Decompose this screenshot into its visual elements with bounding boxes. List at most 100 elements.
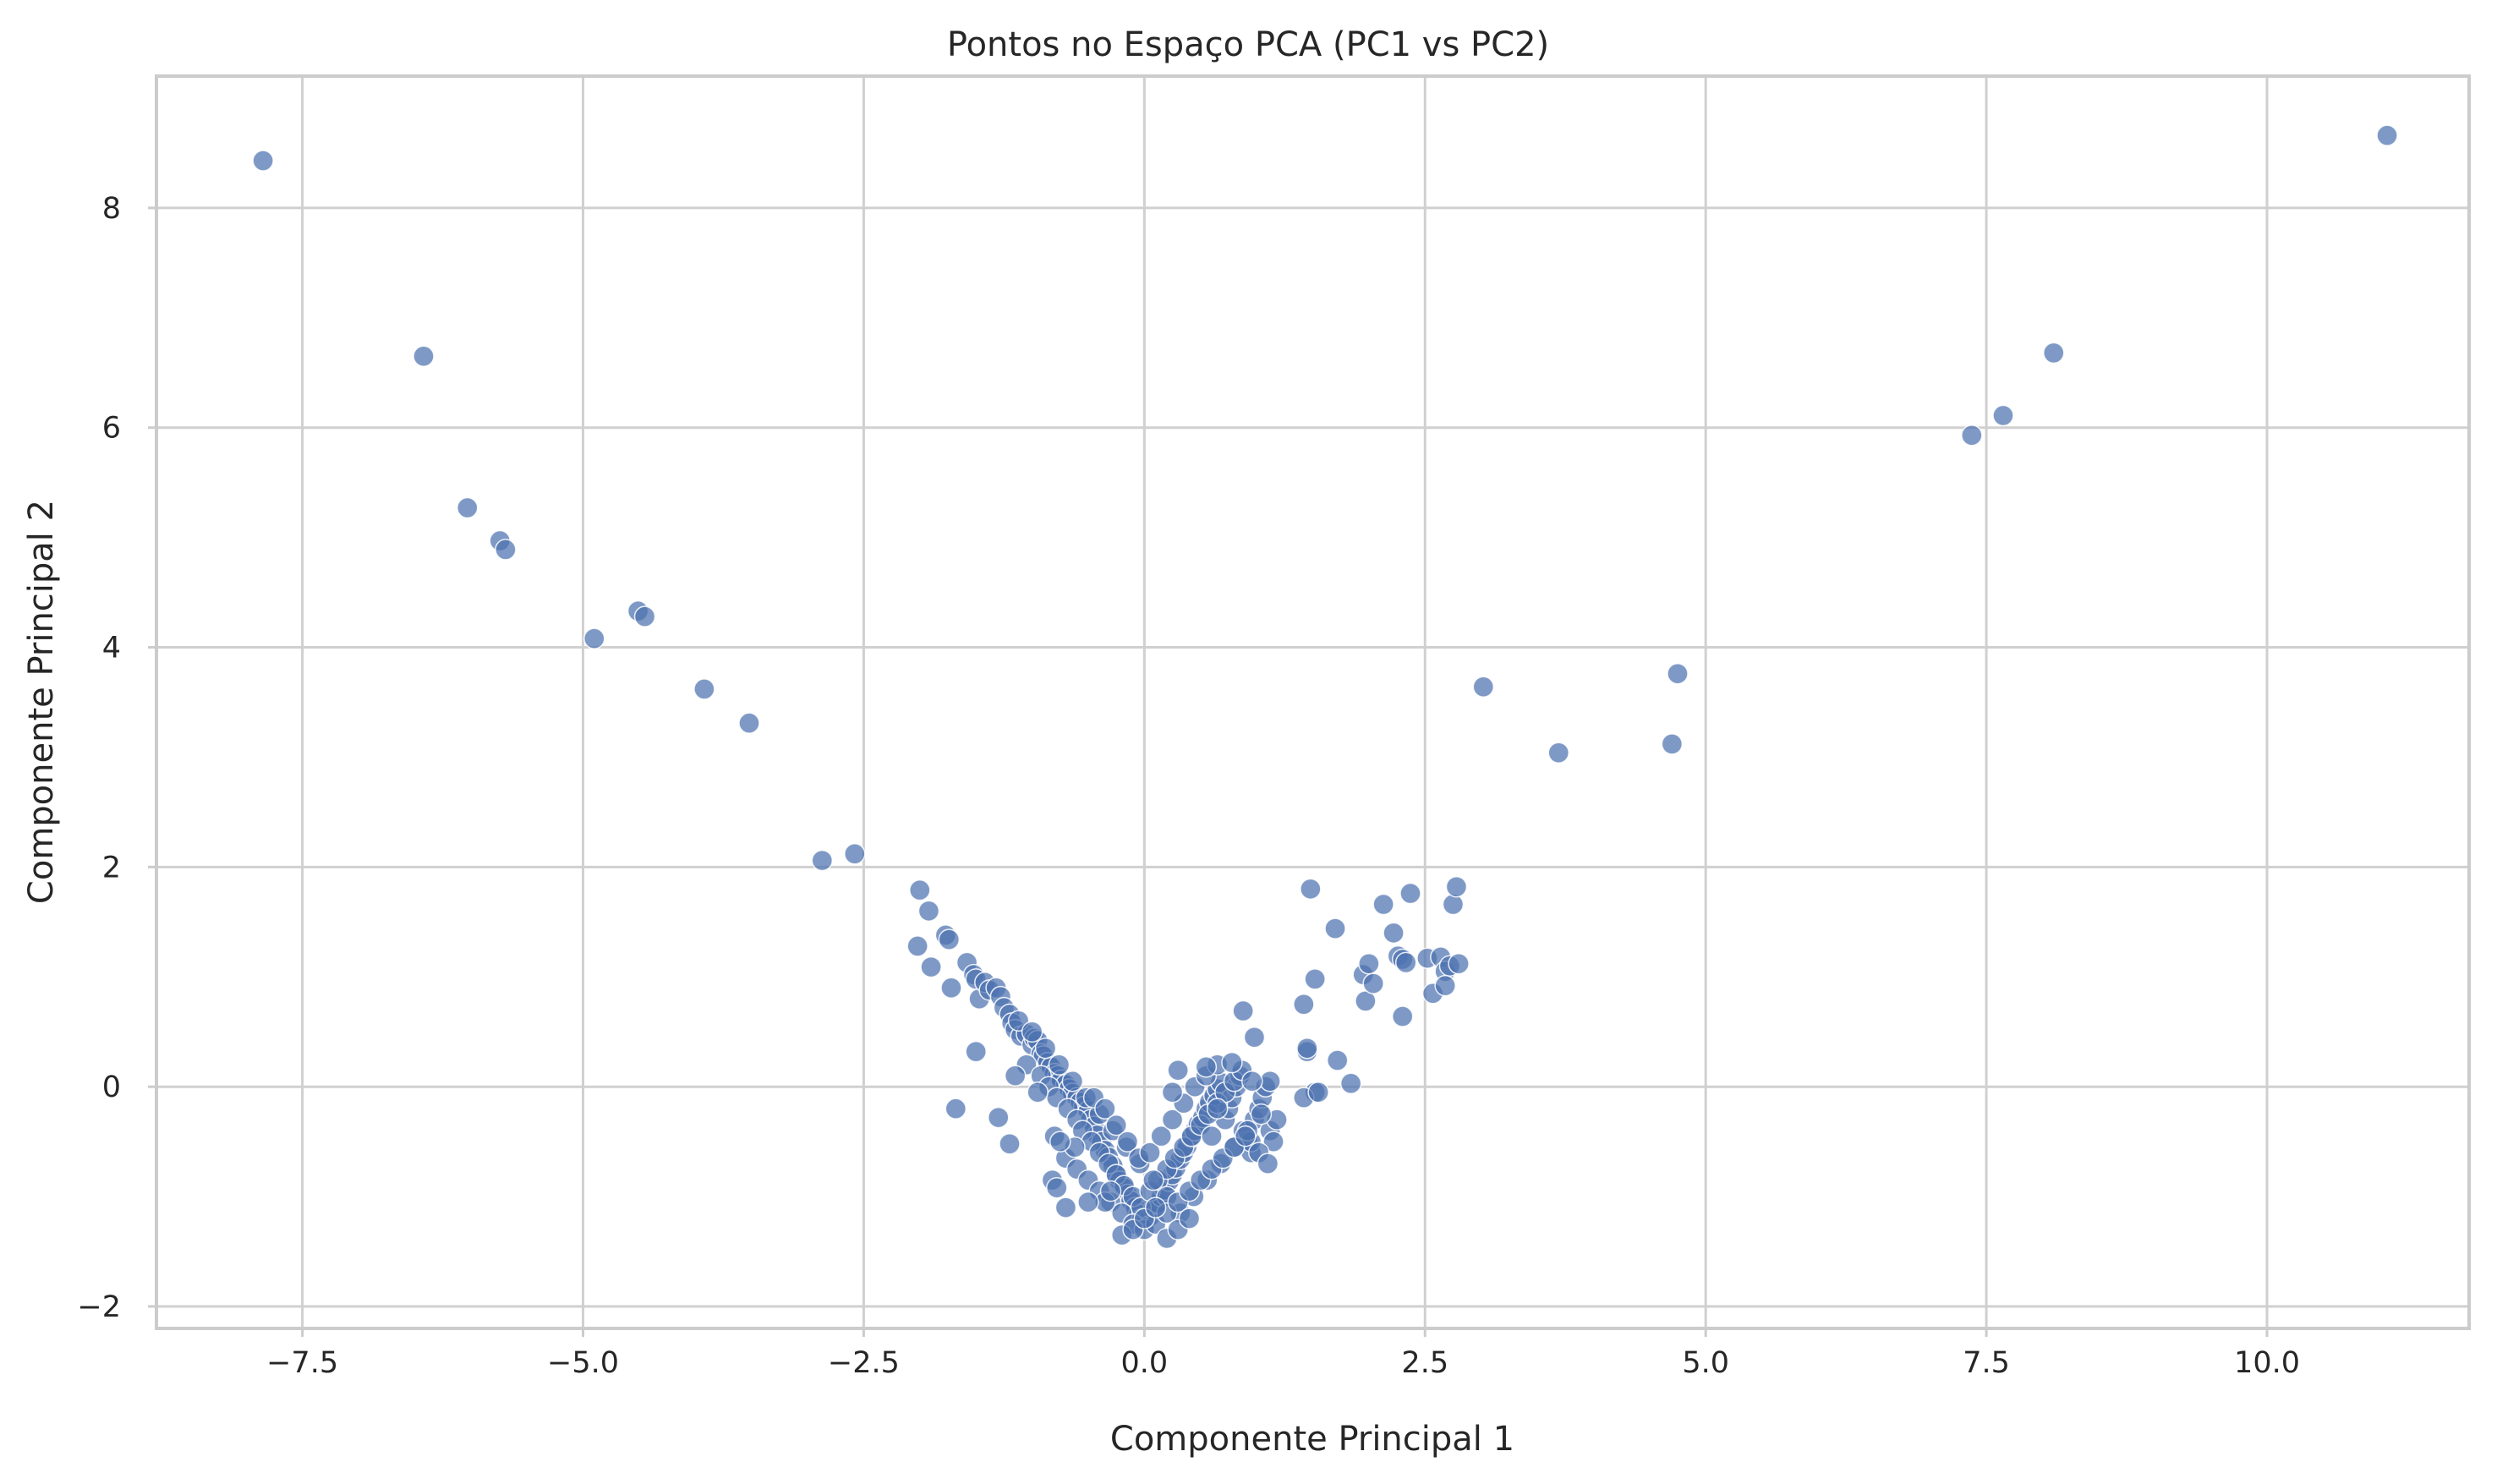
data-point: [1250, 1103, 1273, 1125]
data-point: [1339, 1072, 1362, 1095]
data-point: [920, 956, 942, 978]
chart-title: Pontos no Espaço PCA (PC1 vs PC2): [947, 25, 1549, 64]
data-point: [1142, 1169, 1164, 1191]
data-point: [1472, 676, 1495, 698]
data-point: [1241, 1070, 1263, 1092]
scatter-points: [252, 124, 2398, 1250]
data-point: [583, 627, 605, 649]
data-point: [1094, 1098, 1116, 1120]
data-point: [1448, 952, 1470, 975]
data-point: [1262, 1131, 1284, 1153]
x-tick-label: −7.5: [266, 1346, 338, 1380]
data-point: [1061, 1070, 1084, 1092]
data-point: [1116, 1131, 1139, 1153]
data-point: [945, 1098, 967, 1120]
data-point: [1004, 1065, 1027, 1087]
data-point: [1442, 893, 1465, 916]
y-tick-label: −2: [77, 1290, 121, 1324]
data-point: [1046, 1176, 1068, 1199]
x-tick-label: 10.0: [2234, 1346, 2300, 1380]
data-point: [1150, 1125, 1173, 1147]
data-point: [1054, 1197, 1077, 1218]
data-point: [1201, 1125, 1223, 1147]
data-point: [1391, 1005, 1414, 1027]
data-point: [1034, 1037, 1057, 1060]
data-point: [1358, 952, 1380, 975]
x-tick-label: 5.0: [1682, 1346, 1729, 1380]
data-point: [940, 977, 962, 999]
data-point: [1232, 999, 1254, 1022]
data-point: [495, 539, 517, 561]
data-point: [938, 928, 961, 950]
data-point: [1195, 1056, 1218, 1078]
x-tick-label: 7.5: [1963, 1346, 2010, 1380]
data-point: [1243, 1026, 1266, 1049]
data-point: [2376, 124, 2398, 146]
data-point: [738, 712, 760, 734]
data-point: [1077, 1191, 1099, 1213]
data-point: [1105, 1114, 1127, 1136]
data-point: [1161, 1081, 1184, 1103]
data-point: [1178, 1207, 1201, 1229]
data-point: [1167, 1059, 1189, 1082]
data-point: [1206, 1098, 1229, 1120]
data-point: [1961, 424, 1983, 446]
data-point: [906, 935, 928, 957]
data-point: [1372, 893, 1394, 916]
data-point: [1293, 994, 1315, 1016]
y-tick-label: 2: [102, 851, 121, 884]
x-tick-label: 0.0: [1121, 1346, 1169, 1380]
data-point: [1161, 1109, 1184, 1131]
data-point: [999, 1132, 1021, 1155]
data-point: [1399, 882, 1421, 905]
data-point: [1099, 1180, 1122, 1202]
axis-ticks: −7.5 −5.0 −2.5 0.0 2.5 5.0 7.5 10.0 −2 0 2 4 6 8: [77, 192, 2300, 1380]
data-point: [1661, 733, 1684, 755]
data-point: [1027, 1081, 1049, 1103]
data-point: [1144, 1197, 1167, 1218]
x-tick-label: −5.0: [547, 1346, 619, 1380]
data-point: [811, 849, 834, 872]
data-point: [1383, 922, 1405, 945]
data-point: [1296, 1037, 1318, 1060]
data-point: [909, 879, 931, 901]
data-point: [2043, 342, 2065, 364]
plot-frame: [155, 74, 2471, 1330]
data-point: [965, 1040, 987, 1063]
data-point: [1992, 404, 2014, 427]
data-point: [1048, 1054, 1071, 1076]
data-point: [1667, 662, 1689, 685]
data-point: [1324, 917, 1346, 939]
data-point: [844, 843, 866, 865]
data-point: [1355, 990, 1377, 1012]
data-point: [1300, 878, 1322, 901]
x-axis-label: Componente Principal 1: [1110, 1420, 1514, 1459]
data-point: [1021, 1021, 1043, 1043]
data-point: [457, 496, 479, 519]
data-point: [988, 1106, 1010, 1129]
x-tick-label: −2.5: [828, 1346, 900, 1380]
data-point: [252, 150, 274, 172]
data-point: [1547, 742, 1570, 764]
data-point: [1394, 951, 1417, 974]
data-point: [917, 900, 940, 923]
data-point: [1362, 972, 1384, 994]
data-point: [1434, 974, 1456, 997]
data-point: [633, 605, 656, 627]
data-point: [413, 345, 435, 368]
data-point: [1304, 968, 1326, 990]
y-axis-label: Componente Principal 2: [22, 500, 61, 904]
grid-lines: [156, 76, 2469, 1328]
y-tick-label: 4: [102, 632, 121, 665]
data-point: [1221, 1051, 1243, 1074]
y-tick-label: 8: [102, 192, 121, 226]
y-tick-label: 0: [102, 1071, 121, 1104]
x-tick-label: 2.5: [1401, 1346, 1448, 1380]
data-point: [1235, 1125, 1257, 1147]
data-point: [1326, 1049, 1349, 1071]
data-point: [693, 678, 715, 700]
y-tick-label: 6: [102, 412, 121, 446]
data-point: [1445, 876, 1468, 898]
data-point: [1049, 1131, 1071, 1153]
